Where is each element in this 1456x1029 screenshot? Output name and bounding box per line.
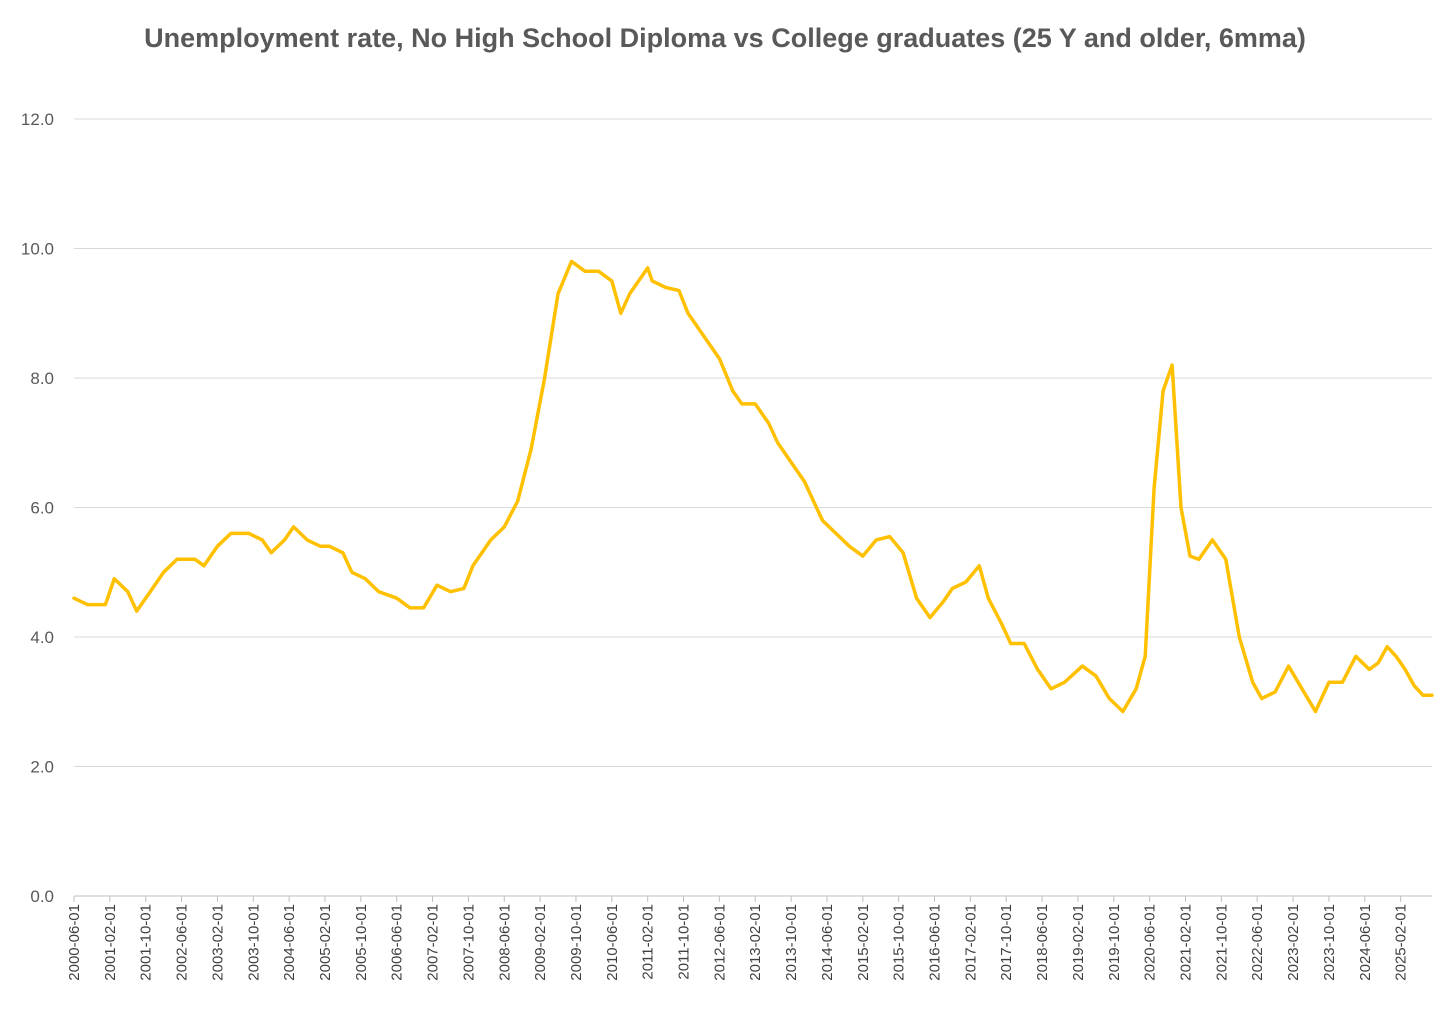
x-tick-label: 2019-10-01 (1106, 904, 1123, 981)
x-tick-label: 2004-06-01 (281, 904, 298, 981)
x-tick-label: 2025-02-01 (1393, 904, 1410, 981)
x-tick-label: 2022-06-01 (1249, 904, 1266, 981)
x-tick-label: 2005-02-01 (317, 904, 334, 981)
series-line (72, 259, 1434, 714)
chart-title: Unemployment rate, No High School Diplom… (144, 23, 1306, 53)
x-tick-label: 2021-10-01 (1213, 904, 1230, 981)
x-tick-label: 2017-02-01 (962, 904, 979, 981)
y-tick-label: 10.0 (21, 240, 54, 259)
x-tick-label: 2024-06-01 (1357, 904, 1374, 981)
series-layer (72, 259, 1434, 714)
x-tick-label: 2010-06-01 (604, 904, 621, 981)
x-tick-label: 2018-06-01 (1034, 904, 1051, 981)
x-tick-label: 2013-02-01 (747, 904, 764, 981)
y-tick-label: 6.0 (30, 499, 54, 518)
y-tick-label: 4.0 (30, 628, 54, 647)
y-tick-label: 8.0 (30, 369, 54, 388)
y-tick-label: 0.0 (30, 887, 54, 906)
x-tick-label: 2007-02-01 (425, 904, 442, 981)
x-tick-label: 2003-02-01 (209, 904, 226, 981)
x-tick-label: 2021-02-01 (1177, 904, 1194, 981)
x-tick-label: 2009-02-01 (532, 904, 549, 981)
y-axis-ticks: 0.0 2.0 4.0 6.0 8.0 10.0 12.0 (21, 110, 54, 906)
x-tick-label: 2017-10-01 (998, 904, 1015, 981)
x-tick-label: 2009-10-01 (568, 904, 585, 981)
x-tick-label: 2015-02-01 (855, 904, 872, 981)
x-tick-label: 2015-10-01 (891, 904, 908, 981)
x-tick-label: 2005-10-01 (353, 904, 370, 981)
x-tick-label: 2002-06-01 (174, 904, 191, 981)
x-tick-label: 2014-06-01 (819, 904, 836, 981)
x-tick-label: 2011-10-01 (676, 904, 693, 980)
x-tick-label: 2012-06-01 (711, 904, 728, 981)
x-tick-label: 2006-06-01 (389, 904, 406, 981)
x-tick-label: 2007-10-01 (460, 904, 477, 981)
y-tick-label: 2.0 (30, 758, 54, 777)
x-tick-label: 2023-10-01 (1321, 904, 1338, 981)
x-tick-label: 2011-02-01 (640, 904, 657, 980)
x-tick-label: 2013-10-01 (783, 904, 800, 981)
x-tick-label: 2023-02-01 (1285, 904, 1302, 981)
x-tick-label: 2001-02-01 (102, 904, 119, 981)
x-tick-label: 2019-02-01 (1070, 904, 1087, 981)
x-axis-ticks: 2000-06-01 2001-02-01 2001-10-01 2002-06-01… (66, 896, 1410, 981)
x-tick-label: 2008-06-01 (496, 904, 513, 981)
x-tick-label: 2016-06-01 (927, 904, 944, 981)
x-tick-label: 2020-06-01 (1142, 904, 1159, 981)
x-tick-label: 2000-06-01 (66, 904, 83, 981)
x-tick-label: 2003-10-01 (245, 904, 262, 981)
gridlines (74, 118, 1432, 897)
x-tick-label: 2001-10-01 (138, 904, 155, 981)
y-tick-label: 12.0 (21, 110, 54, 129)
